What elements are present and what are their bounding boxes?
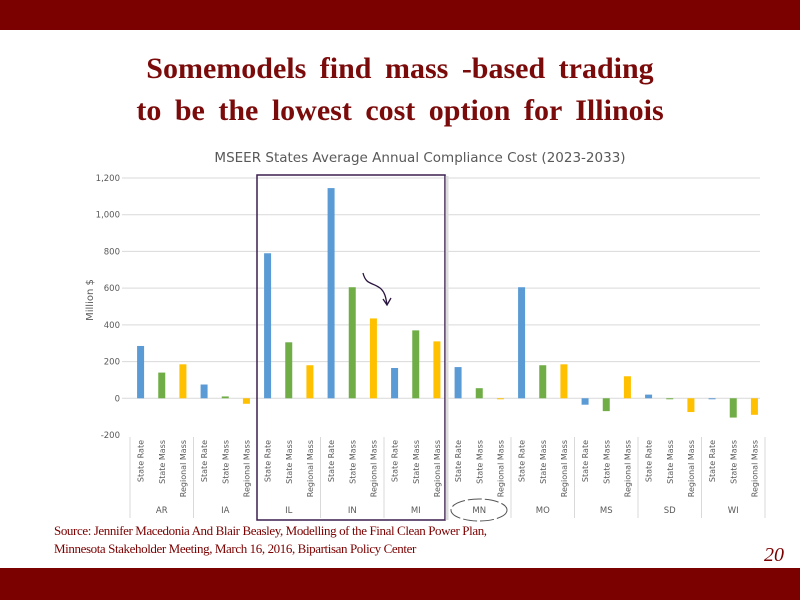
x-tick-label: State Rate — [327, 440, 336, 482]
bar-mn-regional-mass — [496, 398, 504, 400]
x-tick-label: State Mass — [475, 440, 484, 484]
bar-ar-state-mass — [158, 372, 166, 399]
bar-ia-regional-mass — [242, 398, 250, 404]
x-tick-label: Regional Mass — [179, 440, 188, 497]
y-tick-label: -200 — [101, 431, 120, 441]
group-label: MN — [472, 506, 486, 516]
x-tick-label: State Mass — [602, 440, 611, 484]
bar-mo-state-rate — [518, 287, 526, 399]
bar-il-regional-mass — [306, 365, 314, 399]
x-tick-label: State Rate — [581, 440, 590, 482]
bar-il-state-mass — [285, 342, 293, 399]
source-line-2: Minnesota Stakeholder Meeting, March 16,… — [54, 541, 416, 556]
bar-mo-state-mass — [539, 365, 547, 399]
bar-in-state-rate — [327, 188, 335, 399]
x-tick-label: State Rate — [264, 440, 273, 482]
bar-wi-state-mass — [729, 398, 737, 418]
bar-ar-regional-mass — [179, 364, 187, 399]
page-number: 20 — [764, 544, 784, 566]
x-tick-label: Regional Mass — [369, 440, 378, 497]
title-line-1: Somemodels find mass -based trading — [146, 52, 654, 85]
group-label: MI — [411, 506, 421, 516]
bar-in-regional-mass — [369, 318, 377, 399]
y-tick-label: 200 — [104, 358, 120, 368]
bar-ia-state-rate — [200, 384, 208, 399]
bar-sd-regional-mass — [687, 398, 695, 413]
bar-mn-state-mass — [475, 388, 483, 399]
x-tick-label: State Rate — [391, 440, 400, 482]
bar-sd-state-mass — [666, 398, 674, 400]
x-tick-label: State Mass — [666, 440, 675, 484]
x-tick-label: State Mass — [285, 440, 294, 484]
y-tick-label: 1,200 — [96, 174, 120, 184]
bar-in-state-mass — [348, 287, 356, 399]
x-tick-label: State Rate — [200, 440, 209, 482]
x-tick-label: State Rate — [518, 440, 527, 482]
slide-title: Somemodels find mass -based trading to b… — [0, 48, 800, 132]
source-citation: Source: Jennifer Macedonia And Blair Bea… — [54, 522, 487, 558]
top-banner — [0, 0, 800, 30]
x-tick-label: Regional Mass — [687, 440, 696, 497]
bar-mo-regional-mass — [560, 364, 568, 399]
highlight-box — [256, 174, 446, 521]
chart-title: MSEER States Average Annual Compliance C… — [214, 150, 625, 166]
x-tick-label: State Mass — [348, 440, 357, 484]
y-tick-label: 1,000 — [96, 211, 120, 221]
x-tick-label: Regional Mass — [560, 440, 569, 497]
x-tick-label: Regional Mass — [623, 440, 632, 497]
x-tick-label: State Mass — [412, 440, 421, 484]
x-tick-label: State Rate — [454, 440, 463, 482]
group-label: MO — [536, 506, 550, 516]
bar-ms-state-rate — [581, 398, 589, 405]
x-tick-label: Regional Mass — [433, 440, 442, 497]
bar-mi-regional-mass — [433, 341, 441, 399]
group-label: WI — [728, 506, 739, 516]
x-tick-label: State Rate — [645, 440, 654, 482]
bar-ia-state-mass — [221, 396, 229, 399]
arrow-annotation — [362, 272, 392, 307]
bar-il-state-rate — [264, 253, 272, 399]
group-label: IN — [348, 506, 357, 516]
bar-ms-state-mass — [602, 398, 610, 412]
x-tick-label: Regional Mass — [496, 440, 505, 497]
x-tick-label: State Mass — [221, 440, 230, 484]
group-label: AR — [156, 506, 168, 516]
x-tick-label: State Rate — [137, 440, 146, 482]
y-tick-label: 800 — [104, 247, 120, 257]
group-label: SD — [664, 506, 676, 516]
bar-wi-state-rate — [708, 398, 716, 400]
circle-annotation — [450, 498, 508, 522]
bar-mi-state-rate — [391, 367, 399, 399]
group-label: MS — [600, 506, 613, 516]
group-label: IL — [285, 506, 293, 516]
bar-mi-state-mass — [412, 330, 420, 399]
y-tick-label: 600 — [104, 284, 120, 294]
title-line-2: to be the lowest cost option for Illinoi… — [136, 94, 664, 127]
bar-wi-regional-mass — [750, 398, 758, 415]
y-tick-label: 400 — [104, 321, 120, 331]
y-axis-label: Million $ — [85, 279, 96, 321]
bar-ms-regional-mass — [623, 376, 631, 399]
x-tick-label: Regional Mass — [306, 440, 315, 497]
y-tick-label: 0 — [115, 394, 120, 404]
x-tick-label: State Rate — [708, 440, 717, 482]
x-tick-label: State Mass — [729, 440, 738, 484]
bar-ar-state-rate — [137, 345, 145, 399]
bar-sd-state-rate — [645, 394, 653, 399]
bottom-banner — [0, 568, 800, 600]
x-tick-label: Regional Mass — [242, 440, 251, 497]
x-tick-label: State Mass — [539, 440, 548, 484]
x-tick-label: Regional Mass — [750, 440, 759, 497]
group-label: IA — [221, 506, 230, 516]
source-line-1: Source: Jennifer Macedonia And Blair Bea… — [54, 523, 487, 538]
bar-mn-state-rate — [454, 367, 462, 399]
x-tick-label: State Mass — [158, 440, 167, 484]
